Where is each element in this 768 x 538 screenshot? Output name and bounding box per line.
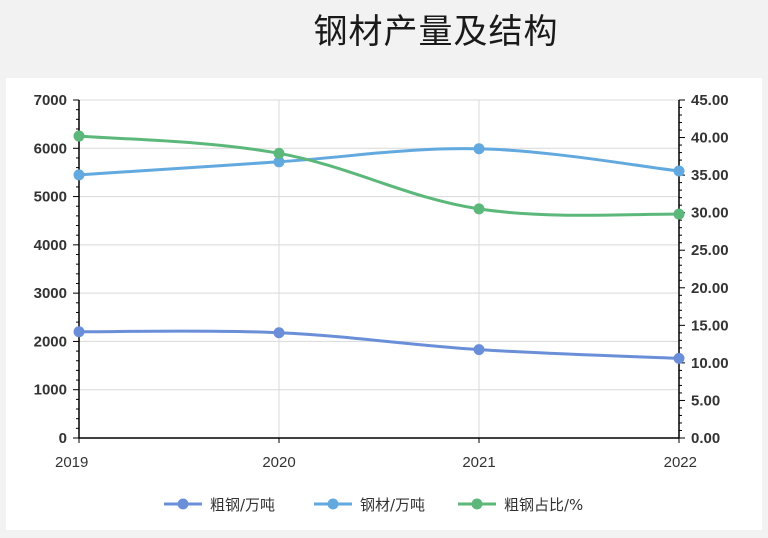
legend-label: 粗钢/万吨	[210, 496, 275, 514]
y-right-tick-label: 5.00	[691, 392, 720, 409]
y-right-tick-label: 45.00	[691, 92, 729, 109]
legend-marker	[471, 498, 483, 510]
y-left-tick-label: 5000	[34, 189, 67, 206]
legend-label: 粗钢占比/%	[504, 496, 583, 514]
series-0-point	[673, 352, 685, 364]
series-1-point	[273, 156, 285, 168]
y-right-tick-label: 10.00	[691, 355, 729, 372]
y-right-tick-label: 20.00	[691, 280, 729, 297]
y-left-tick-label: 2000	[34, 333, 67, 350]
y-left-tick-label: 1000	[34, 382, 67, 399]
legend-marker	[327, 498, 339, 510]
series-2-point	[673, 208, 685, 220]
series-line-1	[78, 147, 680, 177]
y-right-tick-label: 40.00	[691, 130, 729, 147]
y-right-tick-label: 0.00	[691, 430, 720, 447]
y-right-tick-label: 25.00	[691, 242, 729, 259]
series-2-point	[273, 147, 285, 159]
series-0-point	[273, 327, 285, 339]
y-left-tick-label: 3000	[34, 285, 67, 302]
chart-svg: 0 1000 2000 3000 4000 5000 6000 7000 0.00 5.00 10.…	[34, 92, 729, 514]
series-0-point	[73, 326, 85, 338]
y-left-tick-label: 4000	[34, 237, 67, 254]
y-right-tick-label: 15.00	[691, 317, 729, 334]
series-2-point	[473, 203, 485, 215]
x-tick-label: 2020	[262, 454, 295, 471]
series-1-point	[473, 143, 485, 155]
legend-label: 钢材/万吨	[360, 496, 425, 514]
x-tick-label: 2021	[462, 454, 495, 471]
series-1-point	[673, 165, 685, 177]
y-left-tick-label: 0	[59, 430, 67, 447]
series-1-point	[73, 169, 85, 181]
chart-panel: 0 1000 2000 3000 4000 5000 6000 7000 0.00 5.00 10.…	[6, 78, 762, 530]
series-0-point	[473, 344, 485, 356]
x-tick-label: 2019	[55, 454, 88, 471]
y-left-tick-label: 6000	[34, 140, 67, 157]
y-left-tick-label: 7000	[34, 92, 67, 109]
x-tick-label: 2022	[664, 454, 697, 471]
y-right-tick-label: 30.00	[691, 205, 729, 222]
series-line-0	[78, 329, 680, 360]
y-right-tick-label: 35.00	[691, 167, 729, 184]
series-2-point	[73, 130, 85, 142]
series-line-2	[78, 134, 680, 217]
page-title: 钢材产量及结构	[313, 12, 559, 52]
legend-marker	[177, 498, 189, 510]
